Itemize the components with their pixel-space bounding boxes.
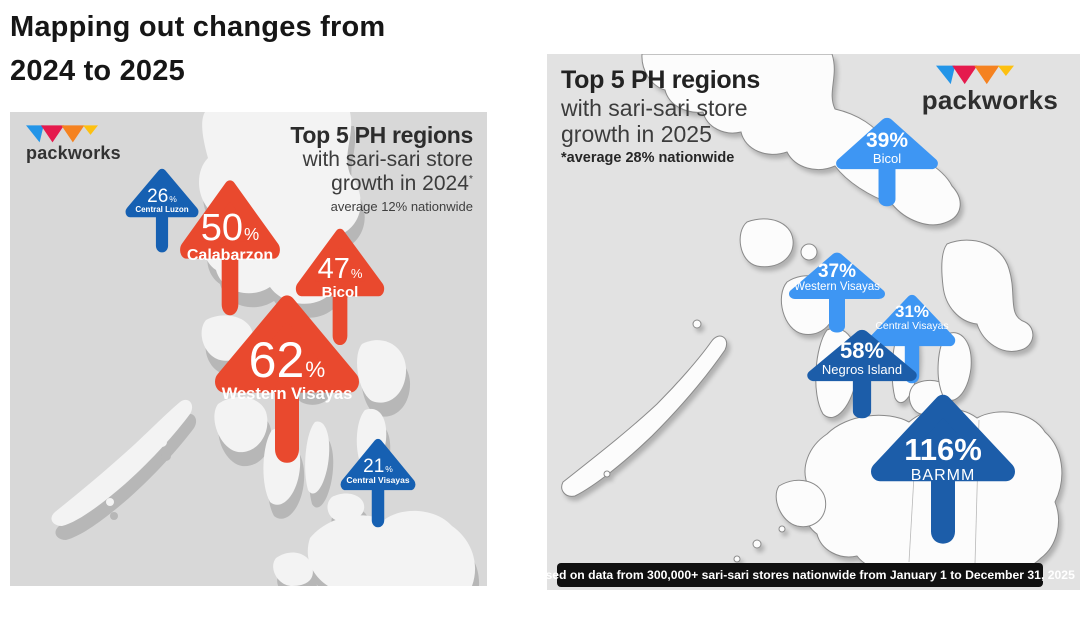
arrow-value: 21 — [363, 456, 385, 477]
arrow-value: 26 — [147, 186, 169, 207]
arrow-western-visayas-2024: 62% Western Visayas — [212, 290, 362, 470]
panel-2024-subtitle1: with sari-sari store — [302, 148, 473, 172]
arrow-value: 116% — [904, 432, 982, 467]
arrow-value: 39% — [865, 129, 909, 152]
arrow-calabarzon-2024: 50% Calabarzon — [178, 176, 282, 321]
arrow-bicol-2025: 39% Bicol — [834, 115, 940, 210]
packworks-logo: packworks — [26, 124, 121, 162]
arrow-western-visayas-2025: 37% Western Visayas — [787, 250, 887, 336]
arrow-central-visayas-2024: 21% Central Visayas — [339, 436, 417, 531]
arrow-region-label: Bicol — [872, 151, 902, 167]
page-title-line1: Mapping out changes from — [10, 11, 386, 43]
arrow-central-visayas-2025: 31% Central Visayas — [867, 292, 957, 387]
arrow-region-label: Bicol — [321, 283, 359, 301]
arrow-region-label: Negros Island — [821, 362, 903, 378]
panel-2025-title: Top 5 PH regions — [561, 66, 760, 94]
page-title-line2: 2024 to 2025 — [10, 54, 185, 87]
arrow-value: 47 — [317, 253, 350, 285]
footnote-bar: *Based on data from 300,000+ sari-sari s… — [547, 563, 1075, 587]
arrow-barmm-2025: 116% BARMM — [868, 390, 1018, 550]
arrow-value: 62 — [248, 332, 305, 388]
panel-2025-subtitle1: with sari-sari store — [561, 94, 748, 121]
percent-sign: % — [350, 266, 363, 281]
arrow-region-label: Central Luzon — [135, 205, 189, 215]
arrow-region-label: Western Visayas — [794, 281, 880, 294]
packworks-wordmark: packworks — [26, 143, 121, 163]
panel-2025-note: *average 28% nationwide — [561, 149, 735, 166]
arrow-region-label: Central Visayas — [875, 320, 949, 333]
page-title: Mapping out changes from 2024 to 2025 — [10, 6, 385, 93]
panel-2025-header: Top 5 PH regions with sari-sari store gr… — [561, 66, 760, 166]
percent-sign: % — [169, 194, 177, 204]
arrow-value: 58% — [839, 338, 885, 363]
packworks-logo: packworks — [922, 64, 1058, 113]
panel-2024-map: packworks Top 5 PH regions with sari-sar… — [10, 112, 487, 586]
packworks-logo-icon — [26, 125, 98, 143]
arrow-central-luzon-2024: 26% Central Luzon — [124, 166, 200, 256]
panel-2025-subtitle2: growth in 2025 — [561, 120, 712, 147]
arrow-region-label: Calabarzon — [186, 246, 274, 264]
panel-2024-subtitle2: growth in 2024* — [331, 172, 473, 196]
panel-2025-map: Top 5 PH regions with sari-sari store gr… — [547, 54, 1080, 590]
percent-sign: % — [305, 357, 326, 382]
percent-sign: % — [244, 225, 260, 244]
arrow-value: 37% — [817, 261, 857, 282]
arrow-region-label: Western Visayas — [221, 385, 353, 403]
panel-2024-note: average 12% nationwide — [330, 199, 473, 215]
packworks-logo-icon — [935, 65, 1014, 85]
packworks-wordmark: packworks — [921, 85, 1058, 115]
arrow-value: 31% — [894, 302, 930, 321]
asterisk: * — [468, 173, 473, 186]
arrow-bicol-2024: 47% Bicol — [294, 225, 386, 350]
panel-2024-header: Top 5 PH regions with sari-sari store gr… — [290, 122, 473, 215]
arrow-value: 50 — [200, 207, 244, 249]
arrow-negros-island-2025: 58% Negros Island — [805, 327, 919, 422]
percent-sign: % — [385, 464, 393, 474]
arrow-region-label: BARMM — [910, 466, 976, 484]
panel-2024-title: Top 5 PH regions — [290, 122, 473, 148]
arrow-region-label: Central Visayas — [346, 475, 410, 486]
